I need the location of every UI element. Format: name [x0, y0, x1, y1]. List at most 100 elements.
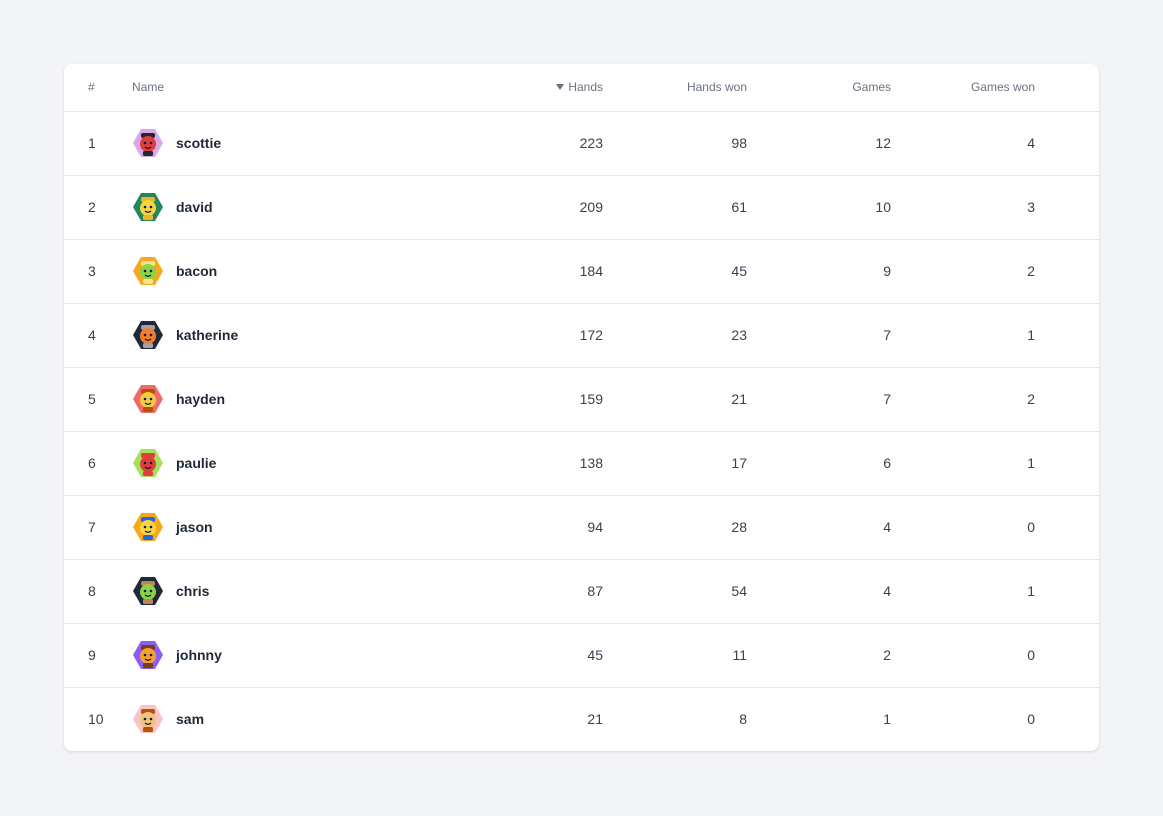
player-name[interactable]: paulie	[176, 455, 217, 471]
rank-cell: 10	[64, 686, 132, 751]
table-row[interactable]: 9 johnny 45 11 2 0	[64, 622, 1099, 687]
hands-cell: 209	[452, 174, 603, 239]
table-row[interactable]: 7 jason 94 28 4 0	[64, 494, 1099, 559]
table-row[interactable]: 3 bacon 184 45 9 2	[64, 238, 1099, 303]
hands-cell: 159	[452, 366, 603, 431]
name-cell: johnny	[132, 622, 452, 687]
hands-cell: 21	[452, 686, 603, 751]
hands-won-cell: 45	[603, 238, 747, 303]
header-hands-won[interactable]: Hands won	[603, 64, 747, 112]
capped-avatar-icon	[133, 577, 163, 605]
hands-won-cell: 61	[603, 174, 747, 239]
table-header-row: # Name Hands Hands won Games Games won	[64, 64, 1099, 112]
table-row[interactable]: 1 scottie 223 98 12 4	[64, 111, 1099, 175]
table-row[interactable]: 10 sam 21 8 1 0	[64, 686, 1099, 751]
games-won-cell: 2	[891, 366, 1035, 431]
rank-cell: 5	[64, 366, 132, 431]
table-row[interactable]: 5 hayden 159 21 7 2	[64, 366, 1099, 431]
name-cell: paulie	[132, 430, 452, 495]
row-spacer	[1035, 366, 1099, 431]
hands-cell: 223	[579, 135, 603, 151]
games-cell: 7	[747, 366, 891, 431]
games-won-cell: 2	[891, 238, 1035, 303]
header-name[interactable]: Name	[132, 64, 452, 112]
rank-cell: 3	[64, 238, 132, 303]
row-spacer	[1035, 174, 1099, 239]
row-spacer	[1035, 622, 1099, 687]
player-name[interactable]: katherine	[176, 327, 239, 343]
rank-cell: 7	[64, 494, 132, 559]
name-cell: sam	[132, 686, 452, 751]
monocle-avatar-icon	[133, 641, 163, 669]
games-cell: 4	[747, 558, 891, 623]
hands-won-cell: 11	[603, 622, 747, 687]
games-cell: 12	[875, 135, 891, 151]
capped-avatar-icon	[133, 321, 163, 349]
hands-cell: 138	[452, 430, 603, 495]
hands-won-cell: 8	[603, 686, 747, 751]
games-cell: 1	[747, 686, 891, 751]
games-won-cell: 1	[891, 302, 1035, 367]
row-spacer	[1035, 302, 1099, 367]
hands-won-cell: 54	[603, 558, 747, 623]
name-cell: david	[132, 174, 452, 239]
name-cell: jason	[132, 494, 452, 559]
header-games-won[interactable]: Games won	[891, 64, 1035, 112]
games-won-cell: 1	[891, 430, 1035, 495]
table-row[interactable]: 8 chris 87 54 4 1	[64, 558, 1099, 623]
hands-won-cell: 17	[603, 430, 747, 495]
row-spacer	[1035, 558, 1099, 623]
header-hands-label: Hands	[568, 80, 603, 95]
games-cell: 7	[747, 302, 891, 367]
table-row[interactable]: 2 david 209 61 10 3	[64, 174, 1099, 239]
player-name[interactable]: chris	[176, 583, 210, 599]
header-rank[interactable]: #	[64, 64, 132, 112]
header-spacer	[1035, 64, 1099, 112]
table-body: 1 scottie 223 98 12 4 2	[64, 111, 1099, 751]
rank-cell: 2	[64, 174, 132, 239]
smile-avatar-icon	[133, 513, 163, 541]
hands-won-cell: 23	[603, 302, 747, 367]
games-cell: 4	[747, 494, 891, 559]
games-cell: 6	[747, 430, 891, 495]
games-won-cell: 1	[891, 558, 1035, 623]
player-name[interactable]: david	[176, 199, 213, 215]
hands-won-cell: 98	[731, 135, 747, 151]
name-cell: chris	[132, 558, 452, 623]
name-cell: hayden	[132, 366, 452, 431]
hands-cell: 87	[452, 558, 603, 623]
header-games[interactable]: Games	[747, 64, 891, 112]
rank-cell: 9	[64, 622, 132, 687]
header-hands[interactable]: Hands	[452, 64, 603, 112]
rank-cell: 8	[64, 558, 132, 623]
player-name[interactable]: scottie	[176, 135, 222, 151]
table-row[interactable]: 6 paulie 138 17 6 1	[64, 430, 1099, 495]
player-name[interactable]: sam	[176, 711, 205, 728]
hands-won-cell: 21	[603, 366, 747, 431]
name-cell: bacon	[132, 238, 452, 303]
leaderboard-table: # Name Hands Hands won Games Games won 1	[64, 64, 1099, 751]
player-name[interactable]: hayden	[176, 391, 226, 407]
player-name[interactable]: jason	[176, 519, 213, 535]
games-won-cell: 0	[891, 686, 1035, 751]
games-won-cell: 0	[891, 494, 1035, 559]
games-cell: 9	[747, 238, 891, 303]
sort-descending-icon	[556, 84, 565, 91]
row-spacer	[1035, 111, 1099, 175]
games-cell: 2	[747, 622, 891, 687]
row-spacer	[1035, 686, 1099, 751]
games-cell: 10	[747, 174, 891, 239]
table-row[interactable]: 4 katherine 172 23 7 1	[64, 302, 1099, 367]
robot-avatar-icon	[133, 129, 163, 157]
name-cell: scottie	[132, 111, 452, 175]
hands-won-cell: 28	[603, 494, 747, 559]
chef-avatar-icon	[133, 193, 163, 221]
row-spacer	[1035, 238, 1099, 303]
angel-avatar-icon	[133, 257, 163, 285]
row-spacer	[1035, 494, 1099, 559]
games-won-cell: 3	[891, 174, 1035, 239]
player-name[interactable]: bacon	[176, 263, 218, 279]
player-name[interactable]: johnny	[176, 647, 222, 663]
antenna-avatar-icon	[133, 385, 163, 413]
rank-cell: 6	[64, 430, 132, 495]
